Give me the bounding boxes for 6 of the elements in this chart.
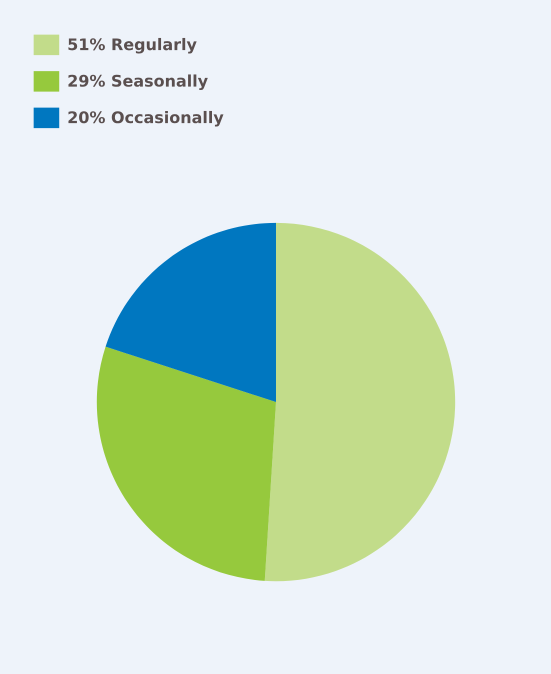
pie-slice [264,222,456,582]
legend-label: 29% Seasonally [68,74,208,90]
pie-slice [96,346,276,581]
pie-slice [106,222,276,402]
legend-label: 51% Regularly [68,38,197,54]
legend-label: 20% Occasionally [68,110,224,127]
